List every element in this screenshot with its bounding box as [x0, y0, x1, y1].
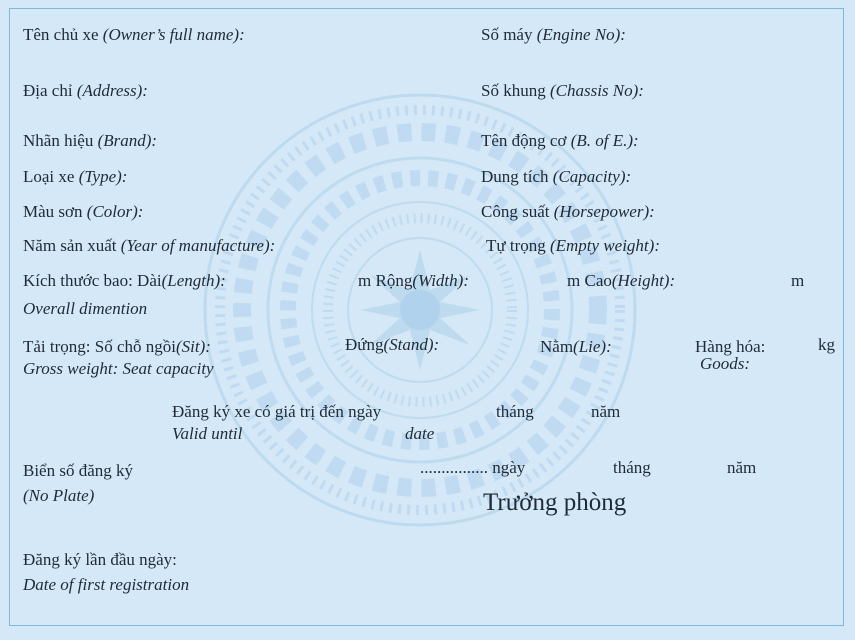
horsepower-label: Công suất (Horsepower): — [481, 202, 655, 221]
brand-label: Nhãn hiệu (Brand): — [23, 131, 158, 150]
first-registration-english: Date of first registration — [23, 575, 190, 594]
issue-year-label: năm — [727, 458, 757, 477]
valid-date-english: date — [405, 424, 435, 443]
address-label: Địa chỉ (Address): — [23, 81, 148, 100]
dimensions-english-label: Overall dimention — [23, 299, 148, 318]
load-goods-english: Goods: — [700, 354, 751, 373]
plate-english-label: (No Plate) — [23, 486, 95, 505]
card-border — [9, 8, 844, 626]
load-english-label: Gross weight: Seat capacity — [23, 359, 214, 378]
valid-month-label: tháng — [496, 402, 534, 421]
plate-label: Biển số đăng ký — [23, 461, 134, 480]
dimensions-height-unit: m — [791, 271, 805, 290]
dimensions-height-label: m Cao(Height): — [567, 271, 676, 290]
first-registration-label: Đăng ký lần đầu ngày: — [23, 550, 177, 569]
issue-date-line: ................ ngày — [420, 458, 526, 477]
engine-brand-label: Tên động cơ (B. of E.): — [481, 131, 639, 150]
empty-weight-label: Tự trọng (Empty weight): — [486, 236, 660, 255]
dimensions-width-label: m Rộng(Width): — [358, 271, 469, 290]
valid-until-label: Đăng ký xe có giá trị đến ngày — [172, 402, 382, 421]
engine-no-label: Số máy (Engine No): — [481, 25, 626, 44]
load-lie-label: Nằm(Lie): — [540, 337, 612, 356]
type-label: Loại xe (Type): — [23, 167, 128, 186]
signer-title: Trưởng phòng — [483, 489, 627, 516]
load-goods-label: Hàng hóa: — [695, 337, 766, 356]
dimensions-length-label: Kích thước bao: Dài(Length): — [23, 271, 226, 290]
capacity-label: Dung tích (Capacity): — [481, 167, 632, 186]
load-seat-label: Tải trọng: Số chỗ ngồi(Sit): — [23, 337, 211, 356]
issue-month-label: tháng — [613, 458, 651, 477]
load-goods-unit: kg — [818, 335, 835, 354]
chassis-no-label: Số khung (Chassis No): — [481, 81, 644, 100]
valid-year-label: năm — [591, 402, 621, 421]
bronze-drum-watermark-icon — [203, 93, 637, 527]
color-label: Màu sơn (Color): — [23, 202, 144, 221]
load-stand-label: Đứng(Stand): — [345, 335, 440, 354]
year-label: Năm sản xuất (Year of manufacture): — [23, 236, 276, 255]
valid-until-english: Valid until — [172, 424, 243, 443]
owner-label: Tên chủ xe (Owner’s full name): — [23, 25, 245, 44]
